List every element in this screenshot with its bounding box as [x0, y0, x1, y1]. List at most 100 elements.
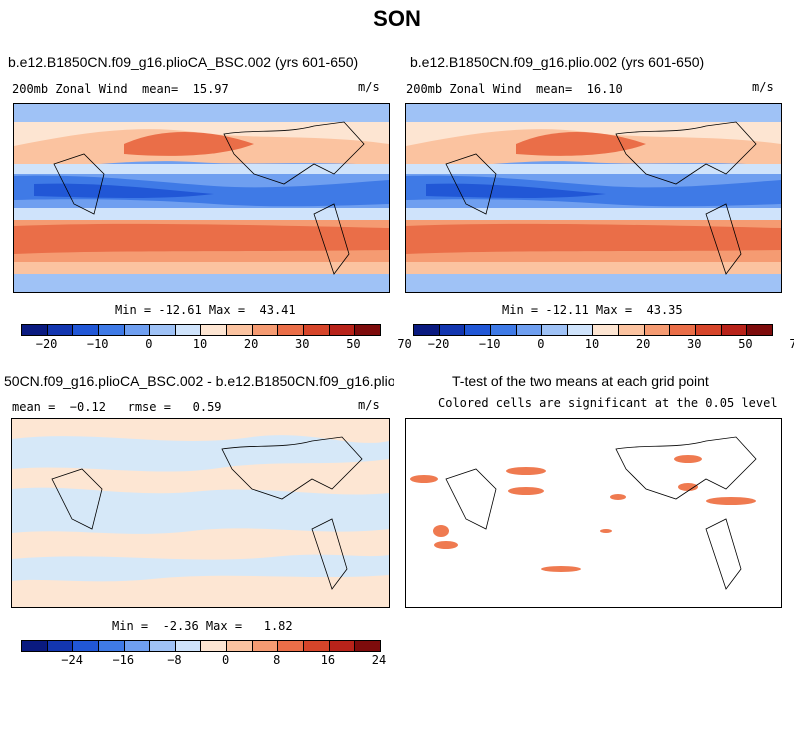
- colorbar-tick: 8: [273, 653, 281, 667]
- panel3-map: [11, 418, 390, 608]
- colorbar-tick: 0: [221, 653, 230, 667]
- colorbar-tick: 10: [584, 337, 600, 351]
- colorbar-tick: 0: [537, 337, 545, 351]
- season-title: SON: [373, 6, 421, 31]
- panel3-title: 50CN.f09_g16.plioCA_BSC.002 - b.e12.B185…: [4, 373, 394, 389]
- panel3-minmax: Min = -2.36 Max = 1.82: [112, 619, 293, 633]
- colorbar-segment: [252, 325, 279, 335]
- panel2-minmax: Min = -12.11 Max = 43.35: [502, 303, 683, 317]
- colorbar-segment: [304, 325, 330, 335]
- colorbar-segment: [201, 641, 228, 651]
- panel1-colorbar-ticks: −20 −10 0 10 20 30 50 70: [21, 337, 412, 353]
- colorbar-segment: [619, 325, 645, 335]
- sig-cell: [410, 475, 438, 483]
- panel4-map: [405, 418, 782, 608]
- colorbar-segment: [73, 641, 99, 651]
- colorbar-tick: 30: [687, 337, 702, 351]
- colorbar-tick: −16: [112, 653, 135, 667]
- colorbar-segment: [22, 641, 48, 651]
- colorbar-tick: −24: [61, 653, 83, 667]
- sig-cell: [706, 497, 756, 505]
- panel3-colorbar: [21, 640, 381, 652]
- colorbar-segment: [747, 325, 772, 335]
- panel3-stats: mean = −0.12 rmse = 0.59: [12, 400, 222, 414]
- panel1-map: [13, 103, 390, 293]
- colorbar-segment: [22, 325, 48, 335]
- colorbar-segment: [278, 325, 305, 335]
- panel2-map: [405, 103, 782, 293]
- colorbar-segment: [721, 325, 748, 335]
- colorbar-tick: 20: [243, 337, 259, 351]
- colorbar-segment: [355, 641, 380, 651]
- colorbar-tick: −8: [167, 653, 182, 667]
- panel2-variable: 200mb Zonal Wind mean= 16.10: [406, 82, 623, 96]
- panel1-title: b.e12.B1850CN.f09_g16.plioCA_BSC.002 (yr…: [8, 54, 359, 70]
- panel1-minmax: Min = -12.61 Max = 43.41: [115, 303, 296, 317]
- colorbar-tick: 16: [320, 653, 336, 667]
- colorbar-segment: [175, 641, 202, 651]
- panel2-title: b.e12.B1850CN.f09_g16.plio.002 (yrs 601-…: [410, 54, 705, 70]
- colorbar-segment: [593, 325, 620, 335]
- colorbar-segment: [124, 325, 151, 335]
- colorbar-segment: [252, 641, 279, 651]
- colorbar-segment: [567, 325, 594, 335]
- panel4-subtitle: Colored cells are significant at the 0.0…: [438, 396, 778, 410]
- colorbar-segment: [150, 641, 176, 651]
- panel2-colorbar-ticks: −20 −10 0 10 20 30 50 70: [413, 337, 794, 353]
- colorbar-tick: 30: [295, 337, 310, 351]
- panel1-units: m/s: [358, 80, 380, 94]
- colorbar-segment: [696, 325, 722, 335]
- panel2-units: m/s: [752, 80, 774, 94]
- colorbar-tick: 10: [192, 337, 208, 351]
- colorbar-segment: [175, 325, 202, 335]
- sig-cell: [600, 529, 612, 533]
- colorbar-tick: −10: [86, 337, 109, 351]
- colorbar-segment: [47, 641, 74, 651]
- colorbar-segment: [670, 325, 697, 335]
- panel3-units: m/s: [358, 398, 380, 412]
- sig-cell: [678, 483, 698, 491]
- colorbar-segment: [644, 325, 671, 335]
- colorbar-segment: [329, 325, 356, 335]
- panel1-variable: 200mb Zonal Wind mean= 15.97: [12, 82, 229, 96]
- panel4-field: [410, 436, 757, 590]
- colorbar-tick: 20: [635, 337, 651, 351]
- sig-cell: [506, 467, 546, 475]
- panel2-field: [406, 104, 781, 292]
- colorbar-segment: [490, 325, 517, 335]
- colorbar-tick: 24: [371, 653, 387, 667]
- colorbar-segment: [73, 325, 99, 335]
- colorbar-segment: [304, 641, 330, 651]
- sig-cell: [433, 525, 449, 537]
- colorbar-segment: [278, 641, 305, 651]
- panel2-colorbar: [413, 324, 773, 336]
- panel1-colorbar: [21, 324, 381, 336]
- colorbar-segment: [227, 325, 253, 335]
- colorbar-segment: [516, 325, 543, 335]
- sig-cell: [434, 541, 458, 549]
- panel4-title: T-test of the two means at each grid poi…: [452, 373, 709, 389]
- sig-cell: [674, 455, 702, 463]
- colorbar-segment: [227, 641, 253, 651]
- colorbar-tick: −10: [478, 337, 501, 351]
- colorbar-segment: [329, 641, 356, 651]
- sig-cell: [541, 566, 581, 572]
- colorbar-tick: 50: [346, 337, 361, 351]
- colorbar-segment: [439, 325, 466, 335]
- colorbar-segment: [355, 325, 380, 335]
- colorbar-tick: 70: [789, 337, 794, 351]
- colorbar-segment: [98, 325, 125, 335]
- panel3-colorbar-ticks: −24 −16 −8 0 8 16 24: [21, 653, 386, 669]
- sig-cell: [610, 494, 626, 500]
- colorbar-segment: [150, 325, 176, 335]
- colorbar-tick: −20: [35, 337, 58, 351]
- colorbar-segment: [47, 325, 74, 335]
- panel1-field: [14, 104, 389, 292]
- colorbar-tick: 50: [738, 337, 753, 351]
- colorbar-segment: [465, 325, 491, 335]
- panel3-field: [12, 419, 389, 607]
- colorbar-segment: [201, 325, 228, 335]
- colorbar-segment: [98, 641, 125, 651]
- colorbar-tick: −20: [427, 337, 450, 351]
- colorbar-tick: 0: [145, 337, 153, 351]
